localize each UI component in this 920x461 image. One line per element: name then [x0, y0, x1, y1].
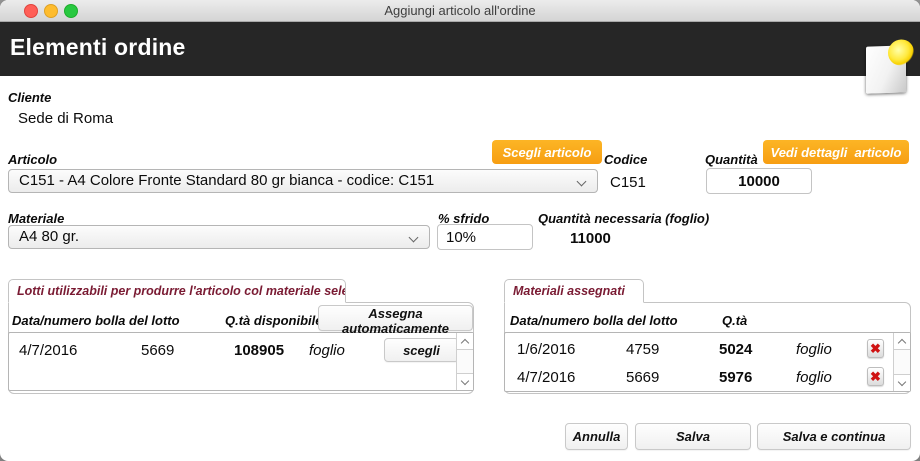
lotti-col-qta-header: Q.tà disponibile — [225, 313, 323, 328]
document-icon — [866, 39, 914, 94]
scroll-up-icon[interactable] — [457, 333, 473, 350]
materiale-select-value: A4 80 gr. — [19, 228, 80, 245]
articolo-select-value: C151 - A4 Colore Fronte Standard 80 gr b… — [19, 172, 435, 189]
articolo-select[interactable]: C151 - A4 Colore Fronte Standard 80 gr b… — [8, 169, 598, 193]
tab-materiali-label: Materiali assegnati — [513, 284, 625, 298]
mat-qta: 5976 — [719, 369, 753, 386]
materiali-col-qta-header: Q.tà — [722, 313, 748, 328]
mat-unit: foglio — [796, 341, 832, 358]
lotto-unit: foglio — [309, 342, 345, 359]
lotto-bolla: 5669 — [141, 342, 175, 359]
materiali-col-data-header: Data/numero bolla del lotto — [510, 313, 678, 328]
chevron-down-icon — [408, 232, 419, 243]
sfrido-input[interactable] — [437, 224, 533, 250]
tab-materiali-assegnati[interactable]: Materiali assegnati — [504, 279, 644, 303]
materiali-list: 1/6/2016 4759 5024 foglio ✖ 4/7/2016 566… — [504, 332, 911, 392]
salva-e-continua-button[interactable]: Salva e continua — [757, 423, 911, 450]
lotti-list: 4/7/2016 5669 108905 foglio scegli — [8, 332, 474, 391]
materiale-label: Materiale — [8, 211, 65, 226]
lotto-qta: 108905 — [234, 342, 285, 359]
scegli-button[interactable]: scegli — [384, 338, 459, 362]
codice-value: C151 — [610, 174, 646, 191]
mat-qta: 5024 — [719, 341, 753, 358]
cliente-label: Cliente — [8, 90, 52, 105]
mat-bolla: 4759 — [626, 341, 660, 358]
materiali-scrollbar[interactable] — [893, 333, 910, 391]
quantita-necessaria-value: 11000 — [570, 230, 611, 247]
mat-data: 4/7/2016 — [517, 369, 576, 386]
zoom-window-button[interactable] — [64, 4, 78, 18]
page-title: Elementi ordine — [10, 34, 186, 60]
tab-lotti-utilizzabili[interactable]: Lotti utilizzabili per produrre l'artico… — [8, 279, 346, 303]
mat-bolla: 5669 — [626, 369, 660, 386]
articolo-label: Articolo — [8, 152, 58, 167]
mat-data: 1/6/2016 — [517, 341, 576, 358]
minimize-window-button[interactable] — [44, 4, 58, 18]
cliente-value: Sede di Roma — [18, 110, 114, 127]
quantita-input[interactable] — [706, 168, 812, 194]
mat-unit: foglio — [796, 369, 832, 386]
quantita-necessaria-label: Quantità necessaria (foglio) — [538, 211, 710, 226]
codice-label: Codice — [604, 152, 648, 167]
scegli-articolo-button[interactable]: Scegli articolo — [492, 140, 602, 164]
traffic-lights — [24, 4, 78, 18]
assegna-automaticamente-button[interactable]: Assegna automaticamente — [318, 305, 473, 336]
app-header: Elementi ordine — [0, 22, 920, 94]
delete-row-icon[interactable]: ✖ — [867, 367, 884, 386]
tab-lotti-label: Lotti utilizzabili per produrre l'artico… — [17, 284, 345, 298]
scroll-up-icon[interactable] — [894, 333, 910, 350]
annulla-button[interactable]: Annulla — [565, 423, 628, 450]
scroll-down-icon[interactable] — [457, 373, 473, 390]
window-title: Aggiungi articolo all'ordine — [384, 3, 536, 18]
vedi-dettagli-articolo-button[interactable]: Vedi dettagli articolo — [763, 140, 909, 164]
delete-row-icon[interactable]: ✖ — [867, 339, 884, 358]
highlight-dot-icon — [888, 39, 914, 66]
lotti-col-data-header: Data/numero bolla del lotto — [12, 313, 180, 328]
materiale-select[interactable]: A4 80 gr. — [8, 225, 430, 249]
scroll-down-icon[interactable] — [894, 374, 910, 391]
sfrido-label: % sfrido — [438, 211, 490, 226]
lotto-data: 4/7/2016 — [19, 342, 78, 359]
lotti-scrollbar[interactable] — [456, 333, 473, 390]
salva-button[interactable]: Salva — [635, 423, 751, 450]
titlebar: Aggiungi articolo all'ordine — [0, 0, 920, 22]
close-window-button[interactable] — [24, 4, 38, 18]
quantita-label: Quantità — [705, 152, 758, 167]
chevron-down-icon — [576, 176, 587, 187]
